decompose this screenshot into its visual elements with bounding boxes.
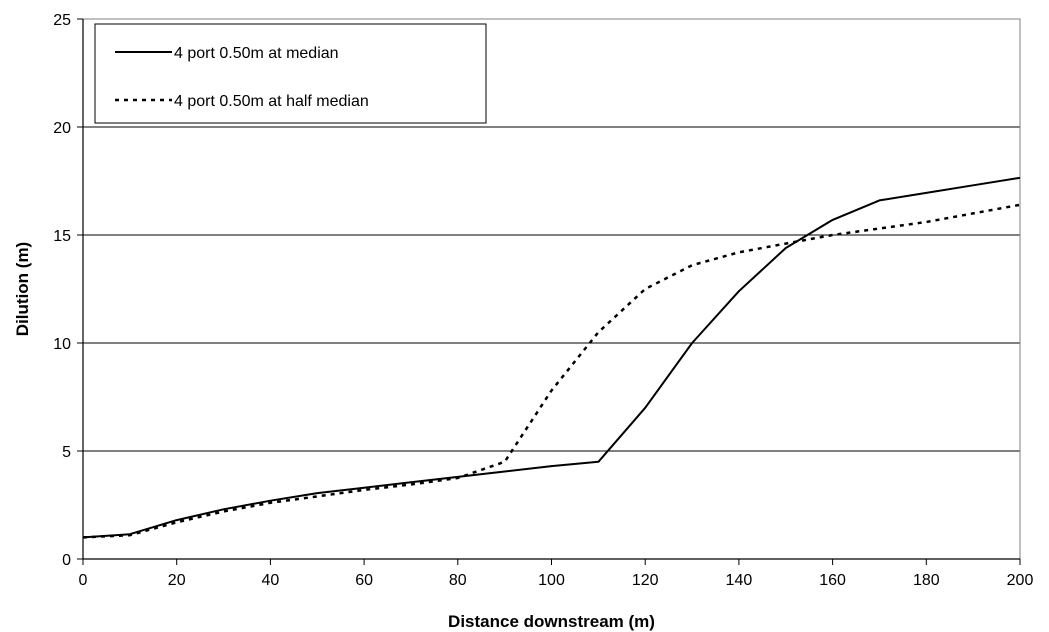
y-tick-label: 0 bbox=[62, 552, 71, 569]
y-axis-title: Dilution (m) bbox=[13, 242, 32, 336]
y-tick-label: 25 bbox=[53, 12, 71, 29]
series-line-median bbox=[82, 176, 1021, 539]
legend: 4 port 0.50m at median 4 port 0.50m at h… bbox=[94, 23, 487, 124]
y-tick-label: 10 bbox=[53, 336, 71, 353]
x-tick-label: 20 bbox=[168, 572, 186, 589]
x-tick-label: 100 bbox=[538, 572, 565, 589]
x-tick-label: 180 bbox=[913, 572, 940, 589]
legend-box bbox=[94, 23, 487, 124]
x-tick-label: 80 bbox=[449, 572, 467, 589]
x-axis-title: Distance downstream (m) bbox=[448, 612, 655, 631]
x-tick-label: 160 bbox=[819, 572, 846, 589]
y-tick-label: 5 bbox=[62, 444, 71, 461]
legend-label-half-median: 4 port 0.50m at half median bbox=[174, 93, 369, 110]
y-tick-labels: 0 5 10 15 20 25 bbox=[53, 12, 71, 569]
legend-label-median: 4 port 0.50m at median bbox=[174, 45, 339, 62]
x-tick-label: 200 bbox=[1007, 572, 1034, 589]
x-tick-label: 120 bbox=[632, 572, 659, 589]
x-tick-labels: 0 20 40 60 80 100 120 140 160 180 200 bbox=[79, 572, 1034, 589]
y-tick-label: 20 bbox=[53, 120, 71, 137]
x-tick-label: 40 bbox=[262, 572, 280, 589]
axes bbox=[77, 18, 1021, 565]
x-tick-label: 140 bbox=[726, 572, 753, 589]
x-tick-label: 60 bbox=[355, 572, 373, 589]
x-tick-label: 0 bbox=[79, 572, 88, 589]
y-tick-label: 15 bbox=[53, 228, 71, 245]
series-lines bbox=[82, 176, 1021, 539]
series-line-half-median bbox=[82, 203, 1021, 539]
